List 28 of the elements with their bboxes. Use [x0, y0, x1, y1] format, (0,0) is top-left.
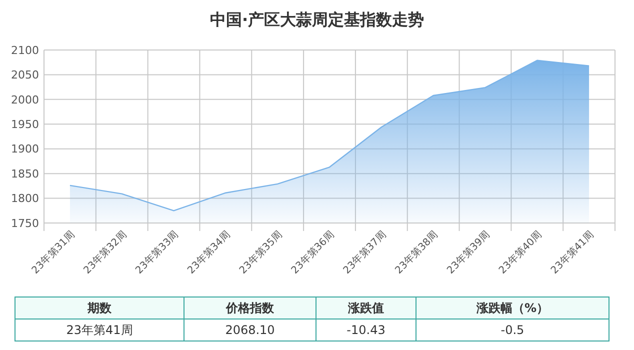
y-tick-label: 1950: [11, 118, 39, 131]
x-tick-label: 23年第40周: [496, 228, 544, 276]
x-tick-label: 23年第33周: [133, 228, 181, 276]
text: 价格指数: [225, 301, 275, 316]
y-tick-label: 1900: [11, 142, 39, 156]
x-tick-label: 23年第37周: [340, 228, 389, 276]
x-tick-label: 23年第35周: [237, 228, 285, 276]
text: 涨跌值: [347, 301, 384, 316]
x-tick-label: 23年第32周: [81, 228, 129, 276]
y-tick-label: 2100: [11, 44, 39, 57]
x-tick-label: 23年第36周: [288, 228, 337, 276]
y-tick-label: 1800: [11, 192, 39, 206]
text: 23年第41周: [66, 323, 133, 338]
text: 2068.10: [225, 323, 275, 338]
x-tick-label: 23年第41周: [548, 228, 596, 276]
x-tick-label: 23年第38周: [392, 228, 440, 276]
y-tick-label: 1750: [11, 216, 39, 230]
x-tick-label: 23年第31周: [29, 228, 78, 276]
y-tick-label: 2000: [11, 93, 39, 106]
text: -10.43: [346, 323, 386, 338]
text: 涨跌幅（%）: [475, 301, 549, 316]
y-tick-label: 1850: [11, 167, 39, 180]
chart-title: 中国·产区大蒜周定基指数走势: [210, 10, 424, 29]
x-tick-label: 23年第39周: [444, 228, 492, 276]
text: 期数: [86, 301, 112, 316]
y-tick-label: 2050: [11, 68, 39, 82]
x-tick-label: 23年第34周: [185, 228, 233, 276]
text: -0.5: [500, 323, 524, 338]
